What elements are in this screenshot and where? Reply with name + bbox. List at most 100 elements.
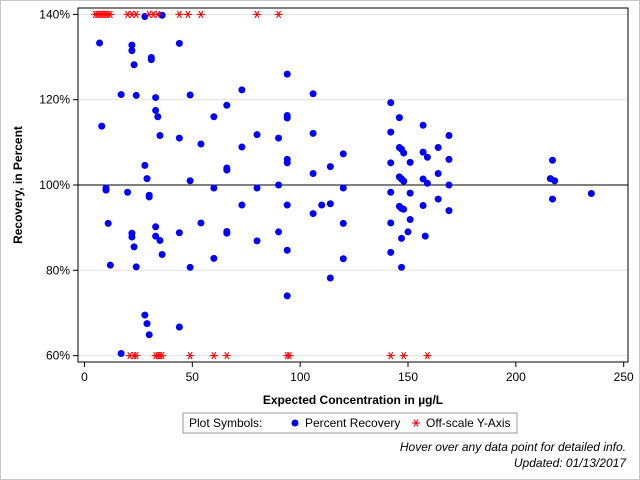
percent-recovery-point[interactable] <box>128 41 136 49</box>
percent-recovery-point[interactable] <box>309 210 317 218</box>
percent-recovery-point[interactable] <box>145 331 153 339</box>
percent-recovery-point[interactable] <box>283 201 291 209</box>
off-scale-point[interactable] <box>285 351 294 360</box>
percent-recovery-point[interactable] <box>549 195 557 203</box>
percent-recovery-point[interactable] <box>549 156 557 164</box>
percent-recovery-point[interactable] <box>128 47 136 55</box>
percent-recovery-point[interactable] <box>143 175 151 183</box>
percent-recovery-point[interactable] <box>587 190 595 198</box>
off-scale-point[interactable] <box>386 351 395 360</box>
percent-recovery-point[interactable] <box>253 184 261 192</box>
percent-recovery-point[interactable] <box>419 175 427 183</box>
percent-recovery-point[interactable] <box>406 216 414 224</box>
percent-recovery-point[interactable] <box>400 149 408 157</box>
percent-recovery-point[interactable] <box>283 114 291 122</box>
percent-recovery-point[interactable] <box>309 129 317 137</box>
percent-recovery-point[interactable] <box>197 219 205 227</box>
percent-recovery-point[interactable] <box>175 134 183 142</box>
percent-recovery-point[interactable] <box>419 148 427 156</box>
percent-recovery-point[interactable] <box>158 251 166 259</box>
off-scale-point[interactable] <box>153 10 162 19</box>
percent-recovery-point[interactable] <box>326 163 334 171</box>
percent-recovery-point[interactable] <box>434 195 442 203</box>
percent-recovery-point[interactable] <box>147 56 155 64</box>
percent-recovery-point[interactable] <box>238 201 246 209</box>
percent-recovery-point[interactable] <box>102 186 110 194</box>
percent-recovery-point[interactable] <box>117 349 125 357</box>
percent-recovery-point[interactable] <box>404 228 412 236</box>
percent-recovery-point[interactable] <box>339 219 347 227</box>
percent-recovery-point[interactable] <box>339 255 347 263</box>
percent-recovery-point[interactable] <box>238 86 246 94</box>
off-scale-point[interactable] <box>253 10 262 19</box>
percent-recovery-point[interactable] <box>423 153 431 161</box>
percent-recovery-point[interactable] <box>210 113 218 121</box>
percent-recovery-point[interactable] <box>175 229 183 237</box>
percent-recovery-point[interactable] <box>186 91 194 99</box>
percent-recovery-point[interactable] <box>141 161 149 169</box>
percent-recovery-point[interactable] <box>143 320 151 328</box>
percent-recovery-point[interactable] <box>210 184 218 192</box>
off-scale-point[interactable] <box>132 351 141 360</box>
percent-recovery-point[interactable] <box>445 132 453 140</box>
percent-recovery-point[interactable] <box>275 134 283 142</box>
off-scale-point[interactable] <box>423 351 432 360</box>
percent-recovery-point[interactable] <box>210 254 218 262</box>
off-scale-point[interactable] <box>222 351 231 360</box>
percent-recovery-point[interactable] <box>318 201 326 209</box>
percent-recovery-point[interactable] <box>434 169 442 177</box>
percent-recovery-point[interactable] <box>98 122 106 130</box>
percent-recovery-point[interactable] <box>419 121 427 129</box>
percent-recovery-point[interactable] <box>387 159 395 167</box>
percent-recovery-point[interactable] <box>130 61 138 69</box>
percent-recovery-point[interactable] <box>326 200 334 208</box>
off-scale-point[interactable] <box>399 351 408 360</box>
percent-recovery-point[interactable] <box>283 292 291 300</box>
off-scale-point[interactable] <box>186 351 195 360</box>
percent-recovery-point[interactable] <box>445 155 453 163</box>
percent-recovery-point[interactable] <box>406 158 414 166</box>
legend-asterisk-glyph[interactable] <box>412 419 420 427</box>
off-scale-point[interactable] <box>209 351 218 360</box>
percent-recovery-point[interactable] <box>339 150 347 158</box>
percent-recovery-point[interactable] <box>223 101 231 109</box>
percent-recovery-point[interactable] <box>96 39 104 47</box>
percent-recovery-point[interactable] <box>132 91 140 99</box>
off-scale-point[interactable] <box>158 351 167 360</box>
percent-recovery-point[interactable] <box>387 248 395 256</box>
percent-recovery-point[interactable] <box>283 70 291 78</box>
off-scale-point[interactable] <box>274 10 283 19</box>
percent-recovery-point[interactable] <box>175 323 183 331</box>
percent-recovery-point[interactable] <box>253 237 261 245</box>
percent-recovery-point[interactable] <box>186 263 194 271</box>
off-scale-point[interactable] <box>175 10 184 19</box>
percent-recovery-point[interactable] <box>551 177 559 185</box>
percent-recovery-point[interactable] <box>419 201 427 209</box>
percent-recovery-point[interactable] <box>309 169 317 177</box>
percent-recovery-point[interactable] <box>124 188 132 196</box>
off-scale-point[interactable] <box>184 10 192 19</box>
percent-recovery-point[interactable] <box>156 132 164 140</box>
percent-recovery-point[interactable] <box>387 188 395 196</box>
percent-recovery-point[interactable] <box>387 128 395 136</box>
percent-recovery-point[interactable] <box>238 143 246 151</box>
percent-recovery-point[interactable] <box>158 11 166 19</box>
percent-recovery-point[interactable] <box>175 39 183 47</box>
off-scale-point[interactable] <box>106 10 115 19</box>
percent-recovery-point[interactable] <box>387 99 395 107</box>
percent-recovery-point[interactable] <box>398 234 406 242</box>
percent-recovery-point[interactable] <box>128 233 136 241</box>
percent-recovery-point[interactable] <box>156 236 164 244</box>
off-scale-point[interactable] <box>132 10 141 19</box>
percent-recovery-point[interactable] <box>283 159 291 167</box>
percent-recovery-point[interactable] <box>106 261 114 269</box>
percent-recovery-point[interactable] <box>406 189 414 197</box>
percent-recovery-point[interactable] <box>395 114 403 122</box>
percent-recovery-point[interactable] <box>152 106 160 114</box>
percent-recovery-point[interactable] <box>434 143 442 151</box>
percent-recovery-point[interactable] <box>117 91 125 99</box>
percent-recovery-point[interactable] <box>152 232 160 240</box>
percent-recovery-point[interactable] <box>339 184 347 192</box>
percent-recovery-point[interactable] <box>132 263 140 271</box>
percent-recovery-point[interactable] <box>145 191 153 199</box>
